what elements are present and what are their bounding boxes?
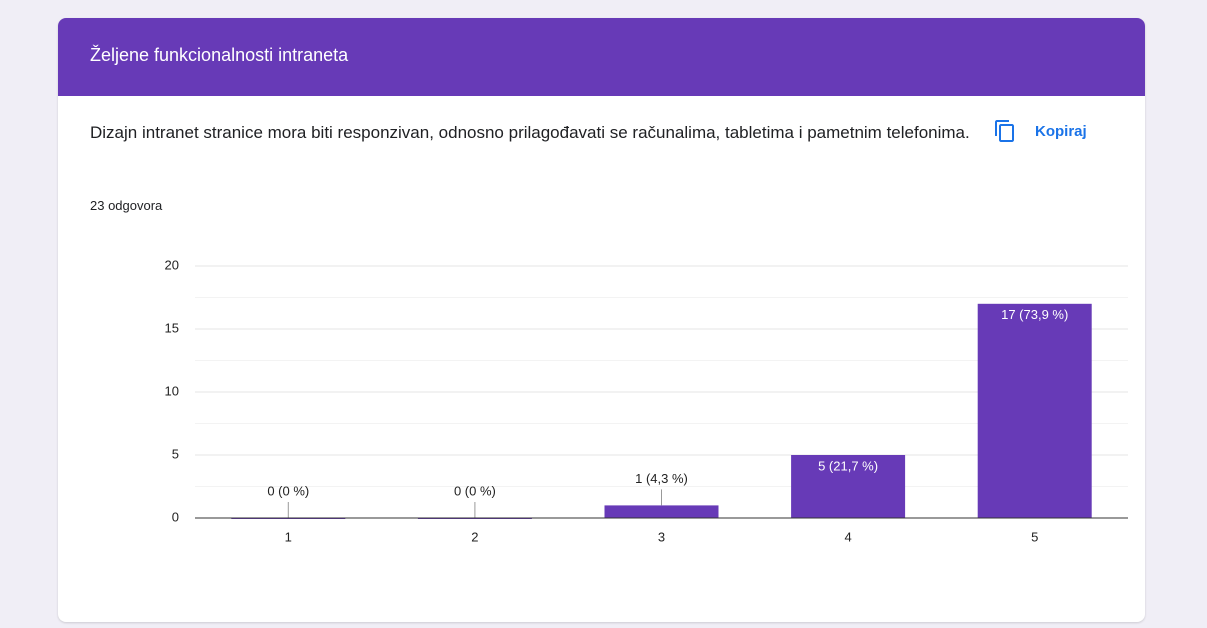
x-tick-label: 1 <box>285 529 292 544</box>
y-tick-label: 0 <box>172 509 179 524</box>
x-tick-label: 5 <box>1031 529 1038 544</box>
y-tick-label: 10 <box>165 383 179 398</box>
data-label: 1 (4,3 %) <box>635 471 688 486</box>
data-label: 17 (73,9 %) <box>1001 307 1068 322</box>
section-header: Željene funkcionalnosti intraneta <box>58 18 1145 96</box>
x-tick-label: 4 <box>844 529 851 544</box>
question: Dizajn intranet stranice mora biti respo… <box>90 123 970 142</box>
copy-button[interactable]: Kopiraj <box>993 116 1087 146</box>
card: Željene funkcionalnosti intraneta Dizajn… <box>58 18 1145 622</box>
bar <box>977 303 1092 518</box>
copy-icon <box>995 120 1014 142</box>
response-count: 23 odgovora <box>90 198 163 213</box>
copy-label: Kopiraj <box>1035 122 1087 140</box>
x-tick-label: 2 <box>471 529 478 544</box>
data-label: 0 (0 %) <box>267 483 309 498</box>
bar <box>791 455 906 518</box>
y-tick-label: 15 <box>165 320 179 335</box>
data-label: 5 (21,7 %) <box>818 458 878 473</box>
y-tick-label: 5 <box>172 446 179 461</box>
x-tick-label: 3 <box>658 529 665 544</box>
bar <box>604 505 719 518</box>
y-tick-label: 20 <box>165 257 179 272</box>
chart: 0 5 10 15 20 1 0 (0 %) 2 0 (0 %) 3 1 (4,3 %) 4 5 (21… <box>165 257 1128 544</box>
data-label: 0 (0 %) <box>454 483 496 498</box>
